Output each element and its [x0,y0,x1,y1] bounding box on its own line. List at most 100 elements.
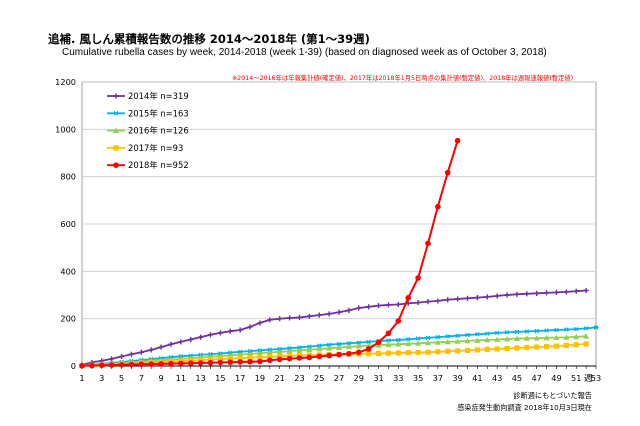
data-point [425,240,431,247]
x-tick-label: 1 [79,373,84,383]
data-point [385,330,392,337]
data-point [207,332,214,338]
data-point [257,354,263,360]
series-line [81,335,587,367]
x-tick-label: 7 [139,373,144,383]
data-point [435,349,441,355]
data-point [504,292,510,298]
data-point [583,326,589,331]
chart-note: ※2014～2016年は年報集計値(確定値)、2017年は2018年1月5日時点… [232,73,573,82]
series-2014年 [79,287,589,368]
data-point [108,362,115,368]
data-point [454,137,461,144]
data-point [316,343,322,348]
data-point [484,294,490,300]
legend-label: 2014年 n=319 [128,91,189,101]
data-point [356,340,362,345]
x-tick-label: 13 [195,373,205,383]
legend-entry: 2015年 n=163 [107,108,189,118]
x-tick-label: 31 [373,373,383,383]
chart-title: 追補. 風しん累積報告数の推移 2014～2018年 (第1～39週) [48,32,370,46]
data-point [217,356,223,362]
data-point [178,339,184,345]
data-point [148,347,154,353]
x-tick-label: 53 [591,373,601,383]
data-point [543,343,550,350]
x-tick-label: 47 [531,373,541,383]
data-point [474,347,480,353]
data-point [474,332,480,337]
x-tick-label: 29 [354,373,364,383]
x-tick-label: 41 [472,373,482,383]
data-point [286,348,293,354]
x-tick-label: 39 [452,373,462,383]
data-point [346,341,352,346]
data-point [306,313,312,319]
data-point [207,357,214,363]
data-point [494,293,500,299]
data-point [395,337,401,343]
data-point [385,302,392,308]
x-tick-label: 27 [334,373,344,383]
x-tick-label: 43 [492,373,502,383]
data-point [534,344,540,350]
data-point [217,359,224,366]
data-point [277,353,283,359]
data-point [247,324,253,330]
data-point [514,329,520,335]
y-tick-label: 0 [71,361,76,371]
data-point [375,339,382,346]
y-tick-label: 600 [60,219,76,229]
data-point [198,334,204,340]
data-point [583,333,590,339]
data-point [316,312,322,318]
data-point [385,338,392,343]
x-tick-label: 21 [274,373,284,383]
legend-label: 2015年 n=163 [128,108,189,118]
data-point [504,336,511,342]
data-point [553,343,560,349]
data-point [267,357,273,364]
x-tick-label: 15 [215,373,225,383]
data-point [385,350,392,356]
legend-label: 2018年 n=952 [128,160,189,170]
data-point [405,350,411,356]
data-point [494,330,500,336]
data-point [356,305,362,311]
data-point [415,299,421,306]
data-point [267,354,273,360]
data-point [207,359,214,366]
data-point [464,295,471,301]
data-point [237,355,243,361]
data-point [79,362,85,369]
data-point [573,326,579,332]
data-point [415,275,421,281]
data-point [118,362,125,368]
data-point [424,339,431,346]
x-tick-label: 25 [314,373,324,383]
data-point [168,360,174,367]
data-point [435,334,441,340]
data-point [197,360,204,366]
data-point [178,360,184,367]
data-point [256,350,263,356]
data-point [375,303,382,309]
y-tick-label: 1200 [55,77,76,87]
data-point [316,345,323,352]
data-point [98,362,105,369]
data-point [395,318,402,324]
data-point [435,298,441,304]
data-point [593,325,599,330]
data-point [484,331,490,336]
data-point [138,361,145,368]
data-point [395,350,401,356]
data-point [257,358,263,365]
data-point [227,359,234,366]
legend-label: 2016年 n=126 [128,126,189,136]
data-point [326,342,332,347]
data-point [514,345,520,351]
data-point [276,348,283,355]
x-tick-label: 3 [99,373,104,383]
data-point [405,337,411,342]
data-point [366,351,372,357]
